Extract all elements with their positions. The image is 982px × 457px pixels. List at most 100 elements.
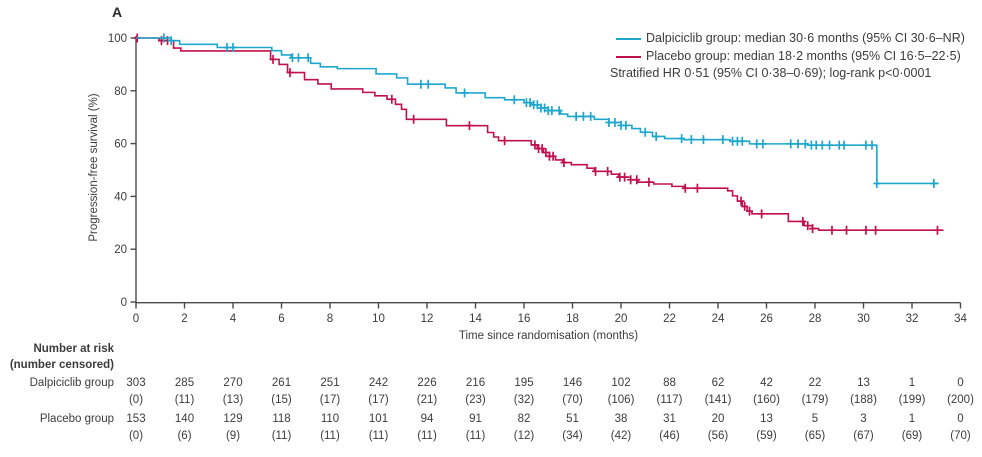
censor-mark-icon	[794, 139, 802, 149]
risk-cell-at-risk: 88	[663, 377, 676, 389]
risk-cell-censored: (46)	[659, 430, 680, 442]
censor-mark-icon	[933, 225, 941, 235]
y-tick-label: 80	[114, 86, 127, 98]
risk-cell-at-risk: 51	[566, 413, 579, 425]
censor-mark-icon	[787, 139, 795, 149]
risk-cell-censored: (11)	[465, 430, 486, 442]
censor-mark-icon	[687, 135, 695, 145]
risk-cell-at-risk: 22	[808, 377, 822, 389]
y-tick-label: 0	[121, 297, 127, 309]
risk-cell-censored: (200)	[947, 394, 974, 406]
censor-mark-icon	[542, 148, 550, 158]
censor-mark-icon	[872, 225, 880, 235]
censor-mark-icon	[538, 144, 546, 154]
censor-mark-icon	[868, 140, 876, 150]
risk-cell-censored: (11)	[271, 430, 292, 442]
censor-mark-icon	[799, 216, 807, 226]
risk-cell-censored: (70)	[562, 394, 583, 406]
censor-mark-icon	[746, 206, 754, 216]
risk-cell-at-risk: 1	[908, 377, 916, 389]
censor-mark-icon	[759, 139, 767, 149]
risk-cell-at-risk: 13	[760, 413, 773, 425]
y-tick-label: 60	[114, 139, 127, 151]
risk-cell-at-risk: 226	[417, 377, 437, 389]
legend-swatch-placebo-icon	[616, 56, 641, 58]
risk-cell-at-risk: 129	[223, 413, 243, 425]
risk-cell-censored: (160)	[753, 394, 780, 406]
risk-cell-censored: (9)	[225, 430, 241, 442]
risk-cell-censored: (15)	[271, 394, 292, 406]
censor-mark-icon	[804, 221, 812, 231]
legend-item-placebo: Placebo group: median 18·2 months (95% C…	[646, 49, 961, 63]
axes	[130, 36, 962, 309]
risk-cell-at-risk: 20	[711, 413, 725, 425]
x-tick-label: 0	[133, 313, 139, 325]
x-tick-label: 22	[663, 313, 676, 325]
risk-cell-at-risk: 31	[663, 413, 676, 425]
censor-mark-icon	[223, 43, 231, 53]
censor-mark-icon	[592, 166, 600, 176]
panel-label: A	[112, 4, 123, 20]
x-tick-label: 6	[278, 313, 284, 325]
risk-cell-at-risk: 0	[957, 377, 964, 389]
x-tick-label: 26	[760, 313, 773, 325]
risk-cell-censored: (13)	[222, 394, 244, 406]
x-tick-label: 8	[327, 313, 333, 325]
survival-curve-placebo	[133, 33, 944, 235]
risk-cell-at-risk: 285	[174, 377, 195, 389]
censor-mark-icon	[741, 201, 749, 211]
risk-cell-censored: (32)	[513, 394, 535, 406]
risk-cell-at-risk: 82	[517, 413, 531, 425]
risk-cell-censored: (12)	[513, 430, 535, 442]
risk-cell-at-risk: 38	[614, 413, 628, 425]
censor-mark-icon	[286, 68, 294, 78]
risk-cell-censored: (11)	[320, 430, 340, 442]
risk-cell-censored: (17)	[319, 394, 341, 406]
x-tick-label: 28	[809, 313, 822, 325]
risk-cell-censored: (188)	[850, 394, 877, 406]
censor-mark-icon	[758, 209, 766, 219]
censor-mark-icon	[621, 172, 629, 182]
x-tick-label: 34	[954, 313, 967, 325]
censor-mark-icon	[719, 135, 727, 145]
censor-mark-icon	[828, 225, 836, 235]
risk-cell-at-risk: 0	[957, 413, 964, 425]
risk-cell-censored: (0)	[128, 394, 144, 406]
censor-mark-icon	[549, 151, 557, 161]
legend-stratified-note: Stratified HR 0·51 (95% CI 0·38–0·69); l…	[610, 66, 932, 80]
censor-mark-icon	[555, 106, 563, 116]
risk-cell-at-risk: 303	[126, 377, 146, 389]
censor-mark-icon	[622, 120, 630, 130]
risk-cell-censored: (69)	[901, 430, 923, 442]
x-tick-label: 32	[906, 313, 919, 325]
risk-cell-at-risk: 91	[469, 413, 482, 425]
risk-cell-at-risk: 216	[465, 377, 486, 389]
risk-cell-at-risk: 140	[174, 413, 195, 425]
risk-row-label-placebo: Placebo group	[39, 413, 114, 425]
censor-mark-icon	[304, 53, 312, 63]
risk-cell-censored: (179)	[801, 394, 829, 406]
censor-mark-icon	[645, 177, 653, 187]
risk-cell-at-risk: 195	[514, 377, 534, 389]
risk-cell-at-risk: 13	[857, 377, 870, 389]
risk-cell-censored: (11)	[417, 430, 437, 442]
risk-cell-at-risk: 110	[320, 413, 340, 425]
survival-curve-dalpiciclib	[136, 33, 939, 188]
risk-cell-censored: (23)	[465, 394, 486, 406]
x-tick-label: 20	[615, 313, 628, 325]
risk-cell-censored: (117)	[656, 394, 683, 406]
censor-mark-icon	[526, 98, 534, 108]
censor-mark-icon	[160, 33, 168, 43]
risk-cell-at-risk: 102	[611, 377, 631, 389]
risk-cell-at-risk: 251	[320, 377, 340, 389]
censor-mark-icon	[548, 106, 556, 116]
risk-cell-at-risk: 42	[760, 377, 773, 389]
censor-mark-icon	[840, 140, 848, 150]
risk-cell-at-risk: 118	[272, 413, 291, 425]
censor-mark-icon	[753, 139, 761, 149]
censor-mark-icon	[541, 103, 549, 113]
risk-cell-censored: (59)	[756, 430, 777, 442]
censor-mark-icon	[269, 54, 277, 64]
